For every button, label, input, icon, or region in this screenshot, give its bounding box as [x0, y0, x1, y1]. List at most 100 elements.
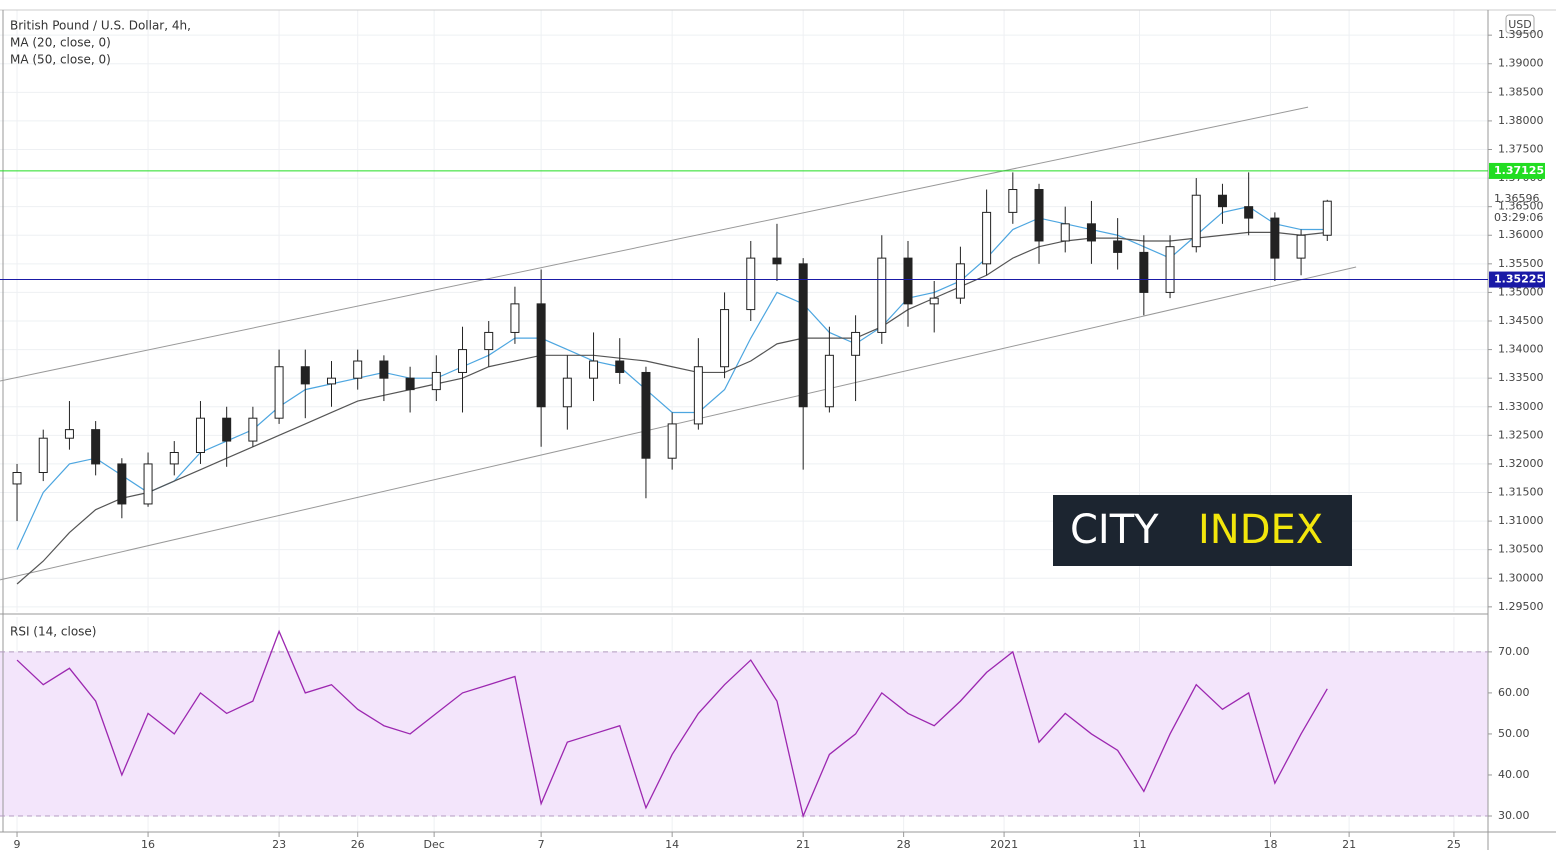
- x-tick-label: 9: [14, 838, 21, 850]
- candle-body: [903, 257, 913, 305]
- x-tick-label: 7: [538, 838, 545, 850]
- level-label: 1.35225: [1494, 273, 1544, 286]
- candle-body: [12, 472, 22, 485]
- candle-body: [1217, 194, 1227, 208]
- y-tick-label: 1.39000: [1498, 57, 1544, 70]
- countdown: 03:29:06: [1494, 211, 1543, 224]
- candle-body: [693, 366, 703, 425]
- candle-body: [274, 366, 284, 419]
- candle-body: [510, 303, 520, 333]
- candle-body: [1034, 189, 1044, 242]
- candle-body: [720, 309, 730, 368]
- candle-body: [91, 429, 101, 465]
- y-tick-label: 1.38500: [1498, 85, 1544, 98]
- y-tick-label: 1.34000: [1498, 343, 1544, 356]
- y-tick-label: 70.00: [1498, 645, 1530, 658]
- y-tick-label: 1.29500: [1498, 600, 1544, 613]
- candle-body: [326, 377, 336, 385]
- x-tick-label: 26: [351, 838, 365, 850]
- candle-body: [955, 263, 965, 299]
- candle-body: [1191, 194, 1201, 248]
- candle-body: [824, 354, 834, 408]
- x-tick-label: 23: [272, 838, 286, 850]
- candle-body: [117, 463, 127, 505]
- candle-body: [536, 303, 546, 408]
- candle-body: [851, 331, 861, 356]
- last-price: 1.36596: [1494, 192, 1540, 205]
- candle-body: [877, 257, 887, 333]
- y-tick-label: 1.31000: [1498, 514, 1544, 527]
- candle-body: [195, 417, 205, 453]
- y-tick-label: 1.30500: [1498, 543, 1544, 556]
- candle-body: [64, 429, 74, 439]
- candle-body: [772, 257, 782, 265]
- legend-entry: MA (50, close, 0): [10, 53, 111, 67]
- candle-body: [38, 437, 48, 474]
- y-tick-label: 1.33000: [1498, 400, 1544, 413]
- y-tick-label: 1.35000: [1498, 285, 1544, 298]
- y-tick-label: 1.36500: [1498, 200, 1544, 213]
- level-tag: [1489, 271, 1545, 288]
- x-tick-label: 14: [665, 838, 679, 850]
- y-tick-label: 1.36000: [1498, 228, 1544, 241]
- candle-body: [1270, 217, 1280, 259]
- candle-body: [982, 211, 992, 265]
- candle-body: [1113, 240, 1123, 253]
- rsi-line: [16, 629, 1328, 819]
- candle-body: [667, 423, 677, 459]
- candle-body: [615, 360, 625, 373]
- candle-body: [484, 331, 494, 351]
- candle-body: [300, 366, 310, 385]
- candle-body: [143, 463, 153, 505]
- candle-body: [798, 263, 808, 408]
- logo-city: CITY: [1070, 507, 1159, 553]
- y-tick-label: 1.34500: [1498, 314, 1544, 327]
- level-tag: [1489, 162, 1545, 179]
- candle-body: [1165, 246, 1175, 293]
- logo-box: [1053, 495, 1352, 566]
- candle-body: [1244, 206, 1254, 219]
- rsi-title: RSI (14, close): [10, 625, 96, 639]
- y-tick-label: 1.31500: [1498, 486, 1544, 499]
- candle-body: [405, 377, 415, 391]
- trend-line: [0, 106, 1309, 382]
- logo-index: INDEX: [1198, 507, 1323, 553]
- candle-body: [562, 377, 572, 408]
- y-tick-label: 1.32500: [1498, 428, 1544, 441]
- y-tick-label: 30.00: [1498, 809, 1530, 822]
- y-tick-label: 1.35500: [1498, 257, 1544, 270]
- x-tick-label: 21: [1342, 838, 1356, 850]
- candle-body: [1008, 189, 1018, 213]
- candle-body: [353, 360, 363, 379]
- candle-body: [929, 297, 939, 305]
- candle-body: [1086, 223, 1096, 242]
- x-tick-label: 16: [141, 838, 155, 850]
- y-tick-label: 1.30000: [1498, 571, 1544, 584]
- x-tick-label: 25: [1447, 838, 1461, 850]
- candle-body: [458, 349, 468, 373]
- x-tick-label: 28: [897, 838, 911, 850]
- legend-entry: MA (20, close, 0): [10, 36, 111, 50]
- candle-body: [1322, 200, 1332, 236]
- y-tick-label: 40.00: [1498, 768, 1530, 781]
- trend-line: [0, 266, 1357, 581]
- y-tick-label: 1.39500: [1498, 28, 1544, 41]
- candle-body: [379, 360, 389, 379]
- x-tick-label: 21: [796, 838, 810, 850]
- candle-body: [1060, 223, 1070, 242]
- x-tick-label: 2021: [990, 838, 1018, 850]
- candle-body: [248, 417, 258, 442]
- candle-body: [641, 371, 651, 459]
- y-tick-label: 1.37500: [1498, 142, 1544, 155]
- candle-body: [746, 257, 756, 311]
- candle-body: [222, 417, 232, 442]
- x-tick-label: 18: [1263, 838, 1277, 850]
- y-tick-label: 1.38000: [1498, 114, 1544, 127]
- y-tick-label: 1.32000: [1498, 457, 1544, 470]
- candle-body: [589, 360, 599, 379]
- level-label: 1.37125: [1494, 164, 1544, 177]
- x-tick-label: Dec: [423, 838, 444, 850]
- candle-body: [1296, 234, 1306, 259]
- y-tick-label: 50.00: [1498, 727, 1530, 740]
